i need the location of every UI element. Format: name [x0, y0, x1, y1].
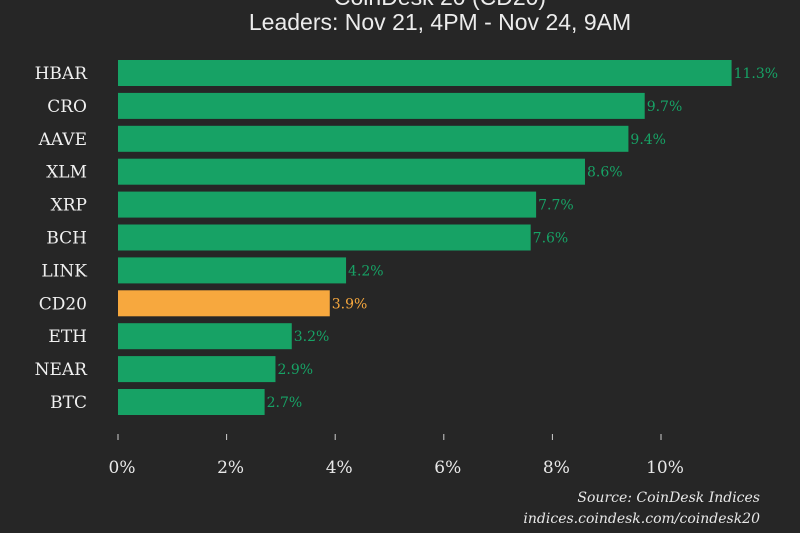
category-label: ETH [48, 327, 87, 347]
category-label: XLM [46, 163, 87, 183]
value-label: 2.9% [277, 362, 313, 378]
bar-xrp [118, 191, 537, 218]
bar-aave [118, 125, 629, 152]
category-label: BCH [46, 229, 87, 249]
value-label: 2.7% [267, 395, 303, 411]
category-label: NEAR [35, 360, 89, 380]
category-label: HBAR [35, 64, 89, 84]
value-label: 3.9% [332, 296, 368, 312]
bar-bch [118, 224, 531, 251]
category-label: BTC [50, 393, 87, 413]
bar-eth [118, 323, 292, 350]
value-label: 4.2% [348, 263, 384, 279]
source-url: indices.coindesk.com/coindesk20 [523, 511, 760, 527]
x-tick-label: 10% [646, 458, 684, 478]
value-label: 9.4% [630, 132, 666, 148]
bar-link [118, 257, 347, 284]
category-label: CRO [47, 97, 87, 117]
x-tick-label: 2% [217, 458, 244, 478]
category-label: LINK [41, 261, 87, 281]
x-tick-label: 8% [543, 458, 570, 478]
chart-title: CoinDesk 20 (CD20) [0, 0, 800, 11]
x-tick-label: 4% [326, 458, 353, 478]
category-label: XRP [51, 196, 87, 216]
chart-subtitle: Leaders: Nov 21, 4PM - Nov 24, 9AM [248, 9, 632, 35]
bar-cro [118, 92, 645, 119]
value-label: 9.7% [647, 99, 683, 115]
x-tick-label: 0% [109, 458, 136, 478]
category-label: AAVE [38, 130, 87, 150]
value-label: 7.7% [538, 198, 574, 214]
value-label: 8.6% [587, 165, 623, 181]
value-label: 3.2% [294, 329, 330, 345]
bar-btc [118, 389, 265, 415]
bar-cd20 [118, 290, 330, 317]
category-label: CD20 [39, 294, 87, 314]
bar-near [118, 356, 276, 383]
value-label: 7.6% [533, 231, 569, 247]
value-label: 11.3% [734, 66, 778, 82]
bar-hbar [118, 60, 732, 86]
bar-xlm [118, 158, 585, 185]
x-tick-label: 6% [434, 458, 461, 478]
source-note: Source: CoinDesk Indices [577, 490, 760, 506]
